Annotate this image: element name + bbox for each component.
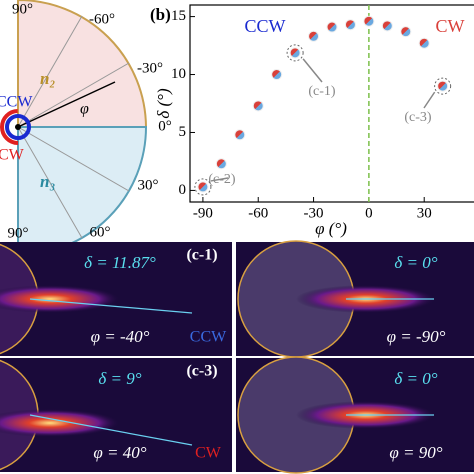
angle-label: 30°: [138, 177, 159, 193]
delta-label: δ = 11.87°: [84, 253, 156, 272]
n2-label: n₂: [40, 69, 55, 88]
x-tick-label: 30: [417, 205, 432, 221]
annotation: CW: [436, 16, 465, 36]
center: [15, 124, 21, 130]
angle-line: [17, 62, 130, 128]
point: [418, 37, 430, 49]
beam-glow: [0, 285, 120, 313]
direction-label: CW: [195, 445, 222, 462]
point: [381, 20, 393, 32]
delta-label: δ = 0°: [394, 369, 437, 388]
y-tick-label: 5: [179, 124, 187, 140]
x-tick-label: 0: [365, 205, 373, 221]
point: [363, 15, 375, 27]
cw-ring: [0, 109, 36, 145]
point: [215, 158, 227, 170]
phi-label: φ = 40°: [93, 443, 146, 462]
plot-frame: [189, 4, 474, 203]
panel-a: 90° -60° -30° 0° 30° 60° 90° n₂ n₃ CCW C…: [0, 0, 172, 257]
point: [271, 69, 283, 81]
angle-line: [17, 126, 130, 192]
pointer: [302, 58, 323, 83]
pointer: [210, 177, 229, 182]
lower-half: [17, 126, 148, 257]
y-axis-label: δ (°): [154, 88, 173, 119]
x-tick-label: -90: [193, 205, 213, 221]
angle-line: [17, 15, 83, 128]
ccw-label: CCW: [0, 94, 33, 111]
highlight: [194, 178, 212, 196]
panel-label: (c-3): [186, 363, 217, 380]
x-axis-label: φ (°): [315, 219, 347, 238]
highlight: [434, 77, 452, 95]
panel-b: 0 5 10 15 -90 -60 -30 0 30 φ (°) δ (°) (b) CCW CW (c-1…: [150, 4, 474, 238]
angle-label: 90°: [12, 1, 33, 17]
panel-c: δ = 11.87° φ = -40° (c-1) CCW δ = 0° φ = -90°…: [0, 240, 474, 474]
highlight: [286, 44, 304, 62]
point: [197, 181, 209, 193]
beam-axis: [29, 414, 193, 446]
beam-glow: [0, 409, 120, 437]
delta-label: δ = 9°: [98, 369, 141, 388]
angle-label: 0°: [158, 118, 172, 134]
phi-label: φ = 90°: [389, 443, 442, 462]
pointer: [423, 91, 436, 109]
angle-line: [17, 126, 83, 239]
delta-label: δ = 0°: [394, 253, 437, 272]
phi-label: φ: [80, 101, 89, 118]
angle-label: -30°: [137, 60, 163, 76]
phi-line: [17, 81, 116, 128]
y-tick-label: 15: [171, 8, 186, 24]
angle-label: 90°: [8, 225, 29, 241]
annotation: (c-1): [308, 84, 336, 99]
cw-label: CW: [0, 147, 25, 164]
point: [308, 30, 320, 42]
n3-label: n₃: [40, 172, 55, 191]
direction-label: CCW: [190, 329, 227, 346]
point: [344, 19, 356, 31]
annotation: CCW: [244, 16, 285, 36]
y-tick-label: 10: [171, 66, 186, 82]
angle-label: -60°: [89, 11, 115, 27]
panel-label: (b): [150, 5, 171, 24]
x-tick-label: -60: [248, 205, 268, 221]
point: [234, 129, 246, 141]
annotation: (c-3): [404, 110, 432, 125]
x-tick-label: -30: [304, 205, 324, 221]
y-tick-label: 0: [179, 182, 187, 198]
point: [437, 80, 449, 92]
upper-half: [17, 0, 148, 128]
beam-axis: [29, 298, 193, 314]
point: [400, 26, 412, 38]
panel-label: (c-1): [186, 247, 217, 264]
phi-label: φ = -40°: [91, 327, 150, 346]
ccw-ring: [5, 114, 31, 140]
point: [252, 100, 264, 112]
phi-label: φ = -90°: [387, 327, 446, 346]
angle-label: 60°: [90, 224, 111, 240]
point: [326, 21, 338, 33]
point: [289, 47, 301, 59]
